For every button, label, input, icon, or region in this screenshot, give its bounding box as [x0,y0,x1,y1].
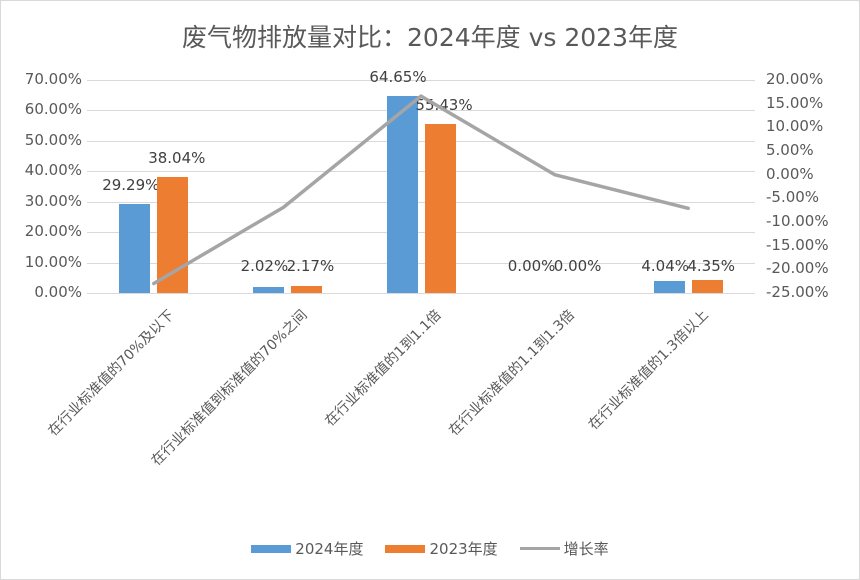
y-axis-left-tick: 40.00% [24,161,82,180]
legend-label-2024: 2024年度 [295,540,364,558]
y-axis-right-tick: 10.00% [766,117,824,136]
data-label: 4.04% [641,257,690,275]
gridline [87,232,755,234]
y-axis-right-tick: -25.00% [766,283,829,301]
y-axis-left-tick: 20.00% [24,222,82,241]
legend-swatch-growth [519,547,560,550]
y-axis-left-tick: 70.00% [24,70,82,88]
y-axis-left-tick: 0.00% [34,283,82,301]
legend-label-2023: 2023年度 [429,540,498,558]
y-axis-right-tick: -20.00% [766,259,829,278]
y-axis-right-tick: 0.00% [766,164,814,183]
legend-item-growth[interactable]: 增长率 [519,538,609,559]
legend-item-2023[interactable]: 2023年度 [385,538,498,559]
gridline [87,80,755,81]
y-axis-right-tick: -15.00% [766,235,829,254]
data-label: 0.00% [507,257,556,275]
gridline [87,171,755,173]
chart-title: 废气物排放量对比：2024年度 vs 2023年度 [182,23,678,52]
legend-label-growth: 增长率 [563,540,609,558]
bar-2024年度[interactable] [653,280,685,293]
y-axis-left-tick: 10.00% [24,252,82,271]
gridline [87,262,755,264]
data-label: 2.02% [240,257,289,275]
legend: 2024年度 2023年度 增长率 [0,538,860,559]
bar-2024年度[interactable] [252,286,284,293]
data-label: 4.35% [687,257,736,275]
y-axis-right-tick: 5.00% [766,141,814,159]
gridline [87,201,755,203]
bar-2024年度[interactable] [386,96,418,293]
y-axis-right-tick: -10.00% [766,212,829,230]
y-axis-left-tick: 60.00% [24,100,82,119]
bar-2024年度[interactable] [119,203,151,293]
legend-swatch-2024 [251,544,292,553]
data-label: 38.04% [148,149,206,168]
y-axis-right-tick: 15.00% [766,93,824,112]
legend-swatch-2023 [385,544,426,553]
legend-item-2024[interactable]: 2024年度 [251,538,363,559]
gridline [87,110,755,112]
data-label: 0.00% [553,257,602,275]
y-axis-left-tick: 50.00% [24,130,82,149]
bar-2023年度[interactable] [290,286,322,293]
y-axis-left-tick: 30.00% [24,191,82,210]
data-label: 2.17% [286,257,335,275]
data-label: 29.29% [102,175,160,194]
data-label: 64.65% [369,68,427,87]
gridline [87,140,755,142]
y-axis-right-tick: -5.00% [766,188,820,207]
bar-2023年度[interactable] [424,124,456,293]
gridline [87,293,755,294]
y-axis-right-tick: 20.00% [766,70,824,88]
bar-2023年度[interactable] [691,279,723,293]
